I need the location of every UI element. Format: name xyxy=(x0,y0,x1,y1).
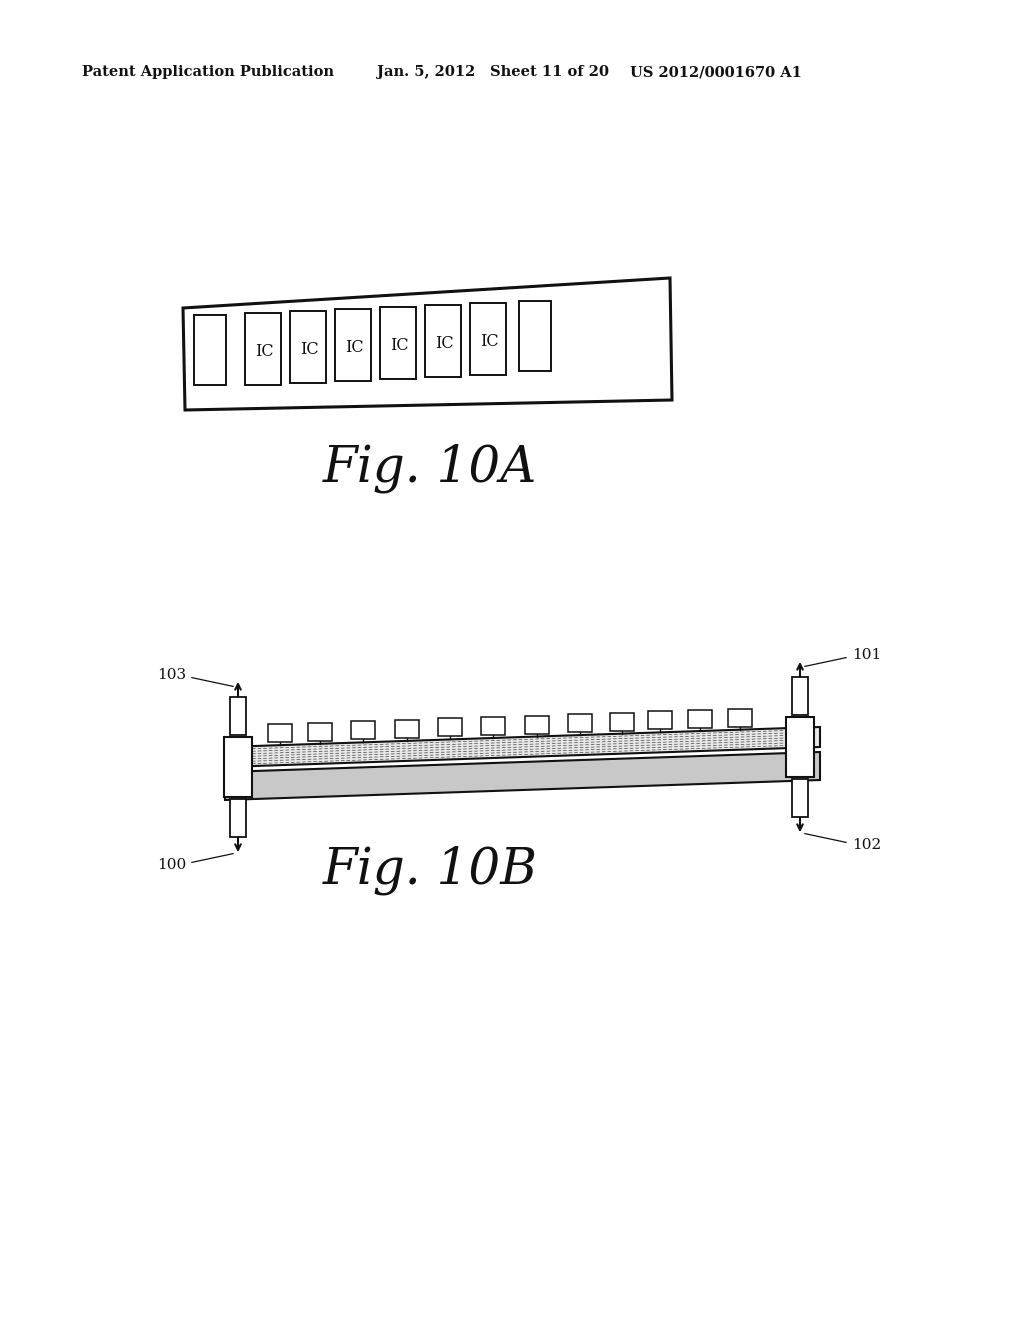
FancyBboxPatch shape xyxy=(792,779,808,817)
Text: Jan. 5, 2012: Jan. 5, 2012 xyxy=(377,65,475,79)
Text: Sheet 11 of 20: Sheet 11 of 20 xyxy=(490,65,609,79)
Text: IC: IC xyxy=(345,339,364,356)
Text: 103: 103 xyxy=(157,668,186,682)
FancyBboxPatch shape xyxy=(568,714,592,733)
FancyBboxPatch shape xyxy=(792,677,808,715)
Polygon shape xyxy=(225,752,820,800)
FancyBboxPatch shape xyxy=(290,312,326,383)
FancyBboxPatch shape xyxy=(688,710,712,729)
FancyBboxPatch shape xyxy=(230,799,246,837)
Text: IC: IC xyxy=(390,338,409,355)
Polygon shape xyxy=(225,727,820,767)
FancyBboxPatch shape xyxy=(245,313,281,385)
FancyBboxPatch shape xyxy=(395,719,419,738)
Text: Fig. 10B: Fig. 10B xyxy=(323,845,538,895)
Text: US 2012/0001670 A1: US 2012/0001670 A1 xyxy=(630,65,802,79)
FancyBboxPatch shape xyxy=(525,715,549,734)
FancyBboxPatch shape xyxy=(230,697,246,735)
FancyBboxPatch shape xyxy=(786,717,814,777)
FancyBboxPatch shape xyxy=(481,717,505,735)
FancyBboxPatch shape xyxy=(224,737,252,797)
FancyBboxPatch shape xyxy=(194,315,226,385)
FancyBboxPatch shape xyxy=(335,309,371,381)
FancyBboxPatch shape xyxy=(438,718,462,737)
Text: IC: IC xyxy=(479,334,499,351)
Text: 101: 101 xyxy=(852,648,882,663)
FancyBboxPatch shape xyxy=(351,721,375,739)
Text: Fig. 10A: Fig. 10A xyxy=(323,444,538,492)
FancyBboxPatch shape xyxy=(648,711,672,730)
FancyBboxPatch shape xyxy=(519,301,551,371)
FancyBboxPatch shape xyxy=(425,305,461,378)
Text: 100: 100 xyxy=(157,858,186,873)
Polygon shape xyxy=(183,279,672,411)
FancyBboxPatch shape xyxy=(308,723,332,741)
FancyBboxPatch shape xyxy=(470,304,506,375)
Text: Patent Application Publication: Patent Application Publication xyxy=(82,65,334,79)
Text: 102: 102 xyxy=(852,838,882,851)
FancyBboxPatch shape xyxy=(610,713,634,731)
FancyBboxPatch shape xyxy=(380,308,416,379)
FancyBboxPatch shape xyxy=(268,725,292,742)
Text: IC: IC xyxy=(434,335,454,352)
FancyBboxPatch shape xyxy=(728,709,752,727)
Text: IC: IC xyxy=(300,342,318,359)
Text: IC: IC xyxy=(255,343,273,360)
